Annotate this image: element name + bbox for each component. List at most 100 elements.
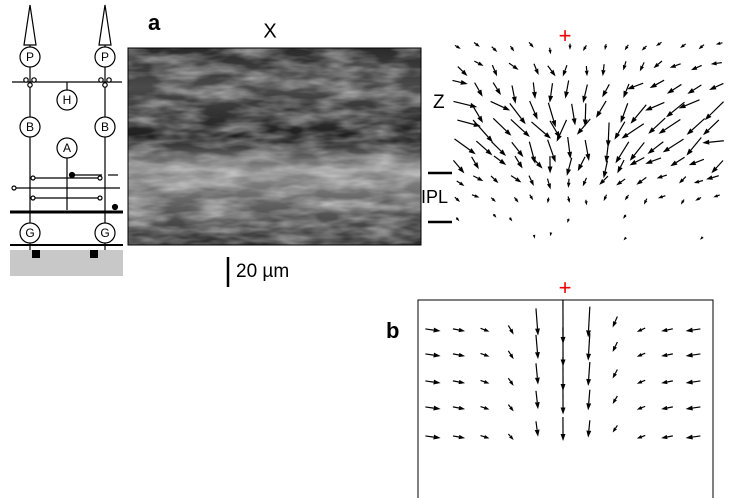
arrow-shaft (622, 103, 629, 117)
arrow-shaft (666, 328, 673, 331)
arrow-shaft (490, 197, 494, 200)
cell (94, 116, 116, 138)
arrow-head (566, 182, 571, 188)
arrow-head (483, 328, 490, 332)
arrow-shaft (492, 213, 495, 216)
arrow-head (629, 153, 637, 161)
arrow-head (504, 129, 512, 136)
arrow-shaft (456, 180, 461, 184)
arrow-head (582, 95, 588, 103)
cell (56, 137, 78, 159)
arrow-shaft (533, 63, 537, 70)
arrow-shaft (452, 328, 460, 331)
arrow-head (604, 155, 610, 163)
vector-field (425, 300, 701, 441)
arrow-shaft (588, 420, 591, 431)
arrow-head (508, 217, 513, 222)
arrow-shaft (535, 363, 538, 378)
arrow-shaft (695, 158, 705, 164)
arrow-head (550, 155, 556, 163)
arrow-head (562, 70, 567, 77)
arrow-shaft (634, 104, 647, 119)
arrow-shaft (452, 435, 460, 438)
arrow-shaft (507, 325, 512, 330)
arrow-shaft (641, 327, 646, 331)
arrow-shaft (645, 198, 648, 201)
arrow-head (477, 115, 483, 123)
arrow-shaft (641, 379, 646, 383)
arrow-shaft (507, 377, 512, 382)
arrow-head (627, 84, 635, 90)
model-frame (417, 299, 714, 498)
arrow-shaft (492, 117, 507, 132)
arrow-head (700, 236, 704, 240)
arrow-head (534, 401, 540, 410)
arrow-shaft (470, 103, 480, 118)
arrow-head (514, 198, 519, 203)
arrow-head (529, 195, 534, 201)
arrow-shaft (617, 121, 626, 134)
arrow-shaft (584, 84, 588, 97)
arrow-head (510, 46, 515, 52)
arrow-head (662, 146, 670, 153)
arrow-head (551, 119, 557, 128)
arrow-head (491, 197, 496, 202)
arrow-shaft (641, 405, 646, 409)
arrow-head (584, 70, 589, 77)
arrow-head (468, 148, 476, 155)
arrow-head (636, 435, 643, 439)
arrow-head (641, 46, 647, 51)
arrow-shaft (657, 60, 663, 65)
arrow-shaft (480, 352, 485, 356)
arrow-head (483, 406, 490, 410)
arrow-shaft (452, 79, 462, 83)
arrow-head (658, 127, 666, 134)
arrow-head (519, 117, 526, 125)
arrow-head (458, 166, 465, 174)
arrow-shaft (454, 44, 458, 48)
panel-label: b (386, 318, 399, 343)
arrow-head (656, 174, 663, 179)
arrow-shaft (599, 100, 607, 113)
arrow-shaft (691, 118, 706, 131)
arrow-head (523, 130, 530, 137)
arrow-shaft (667, 380, 673, 383)
arrow-shaft (614, 341, 618, 348)
arrow-head (515, 177, 522, 183)
arrow-head (483, 353, 490, 357)
arrow-shaft (584, 177, 588, 182)
arrow-shaft (532, 82, 535, 93)
layer-label: IPL (421, 187, 448, 207)
arrow-head (477, 89, 483, 97)
arrow-head (511, 96, 517, 104)
arrow-shaft (641, 434, 646, 438)
arrow-shaft (661, 174, 668, 178)
arrow-shaft (567, 136, 571, 152)
arrow-shaft (568, 157, 573, 170)
arrow-head (546, 198, 550, 204)
arrow-shaft (626, 44, 629, 47)
arrow-head (549, 69, 556, 77)
arrow-shaft (641, 62, 645, 67)
arrow-shaft (603, 175, 609, 181)
arrow-head (614, 132, 621, 140)
arrow-head (584, 201, 588, 206)
stimulus-marker: + (559, 23, 572, 48)
arrow-head (612, 427, 617, 433)
arrow-head (601, 69, 606, 77)
arrow-head (657, 195, 664, 199)
arrow-head (502, 105, 511, 111)
arrow-shaft (580, 156, 586, 166)
arrow-head (643, 199, 648, 205)
cell-label: A (63, 141, 71, 155)
arrow-head (612, 372, 617, 379)
arrow-shaft (547, 139, 554, 157)
cell-label: B (101, 120, 109, 134)
arrow-head (534, 68, 539, 75)
arrow-head (630, 116, 637, 124)
arrow-head (623, 236, 627, 241)
arrow-head (636, 328, 643, 332)
arrow-head (460, 80, 468, 85)
arrow-shaft (452, 353, 460, 356)
